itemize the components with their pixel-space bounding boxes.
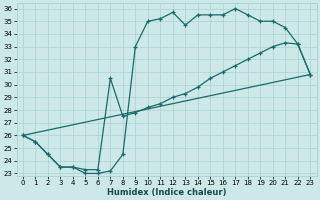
X-axis label: Humidex (Indice chaleur): Humidex (Indice chaleur) xyxy=(107,188,226,197)
